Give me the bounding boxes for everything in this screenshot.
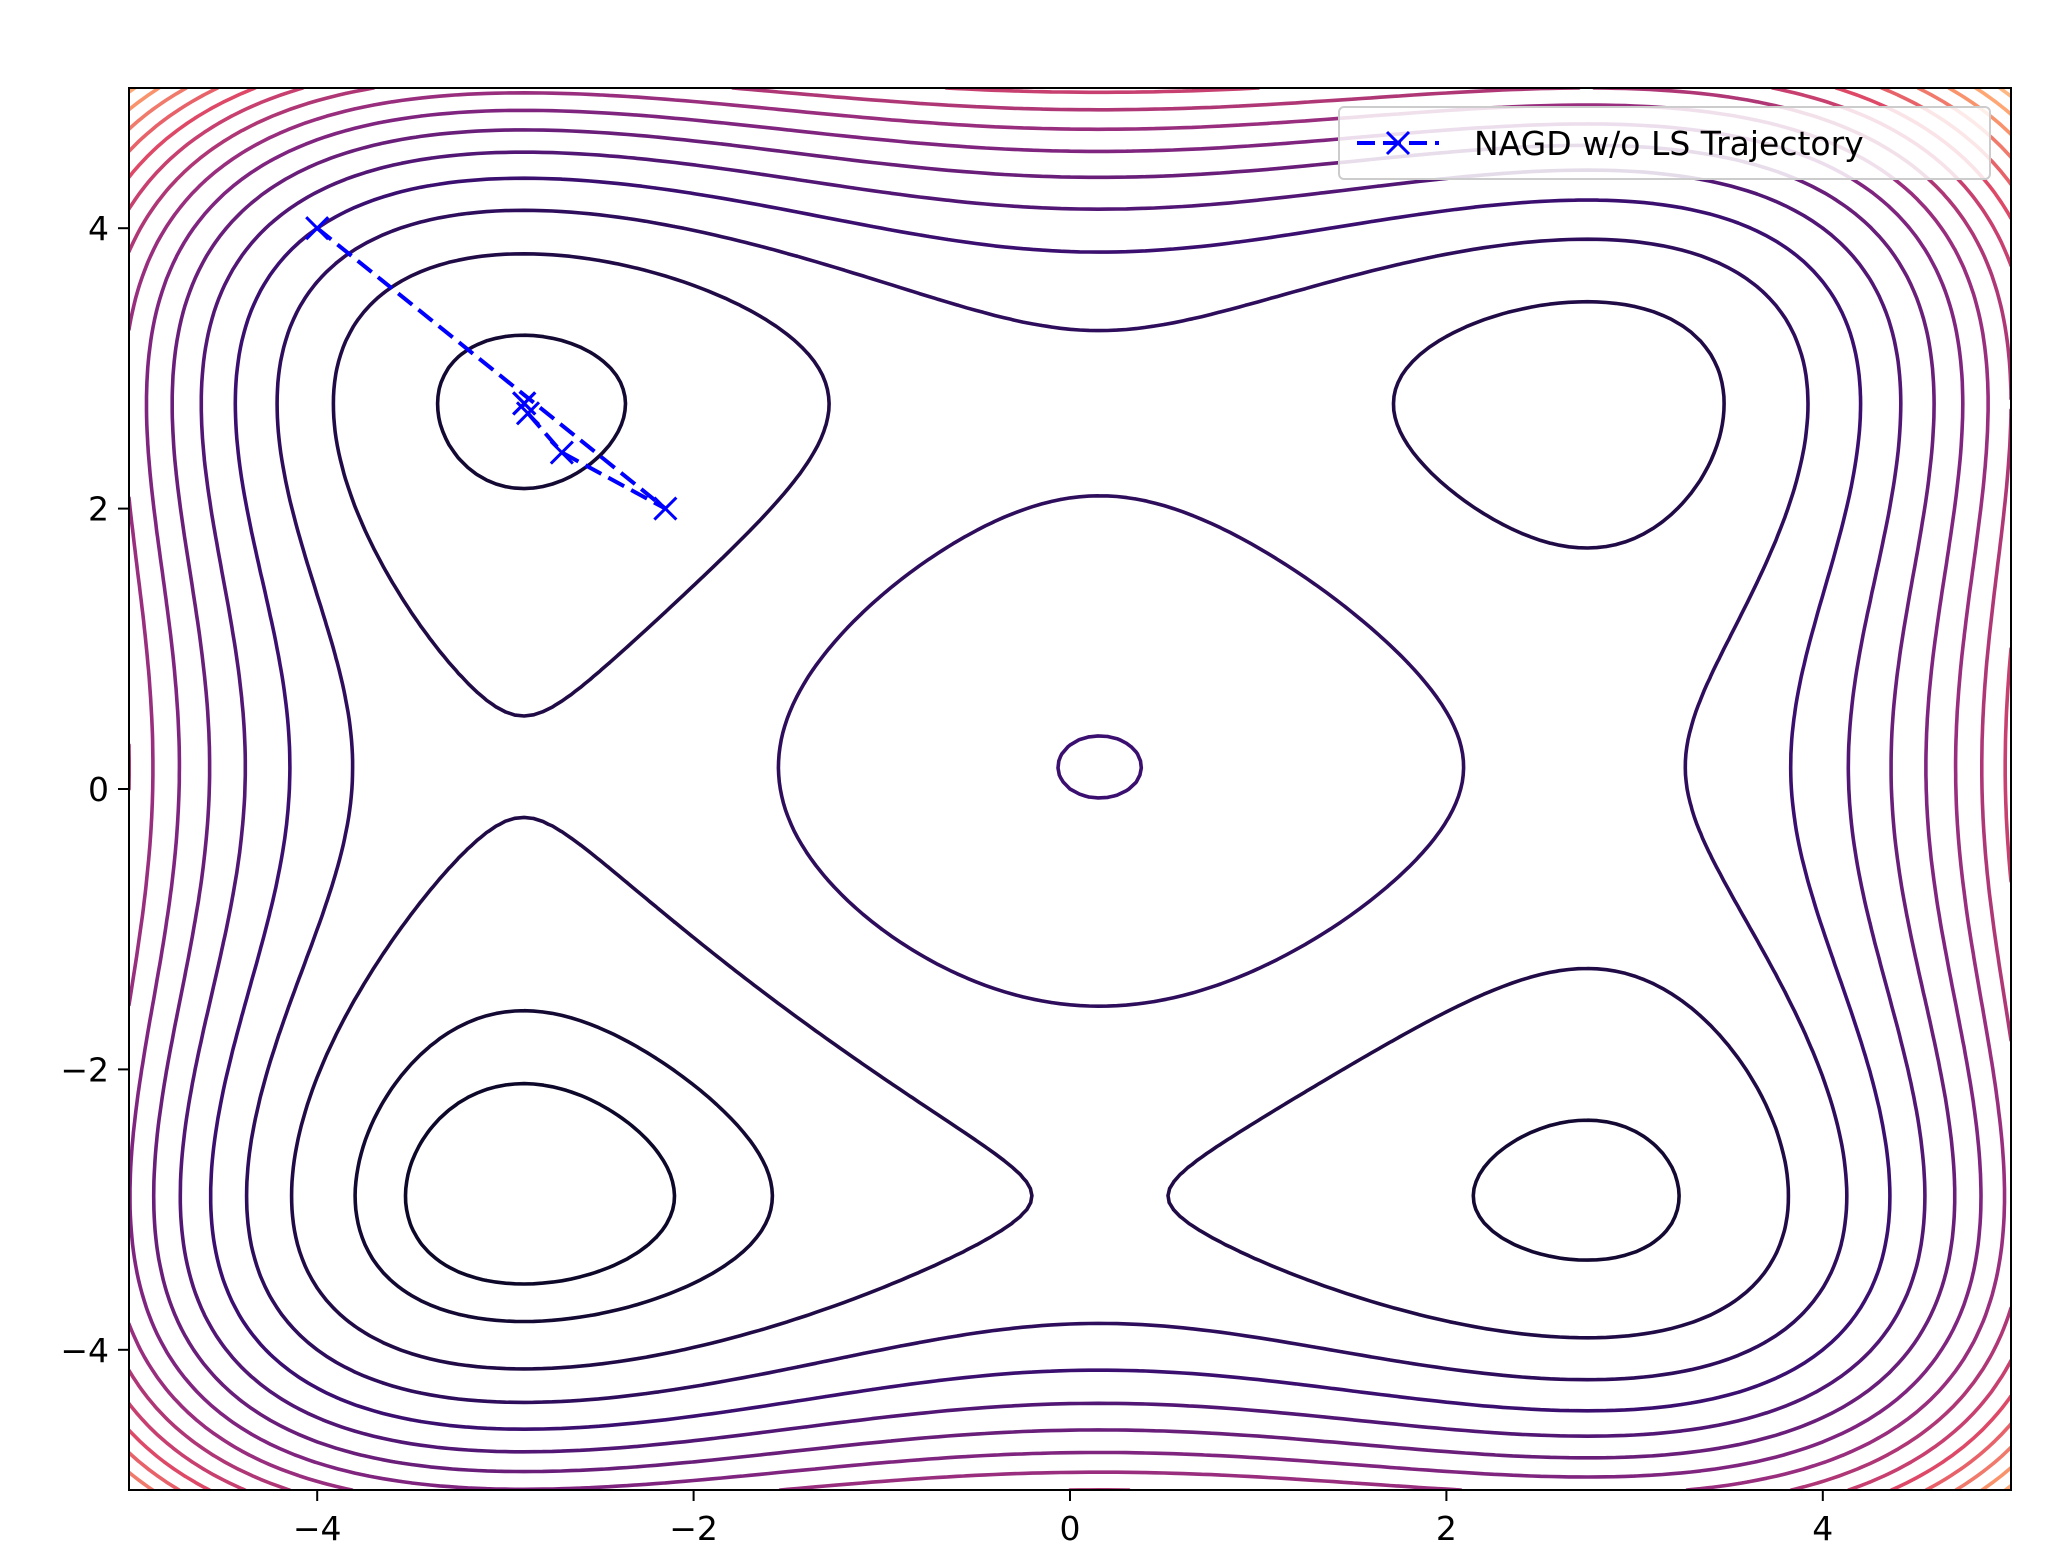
y-tick-label: −4 [60,1331,109,1370]
contour-level-1 [353,333,1681,1324]
contour-level-7 [129,108,1983,1490]
contour-level-10 [129,88,2011,1490]
legend-marker-x [1385,130,1411,156]
y-tick-label: 4 [88,209,109,248]
trajectory-series [305,216,678,521]
contour-level-5 [178,150,1927,1454]
trajectory-point-2 [549,440,574,465]
contour-level-15 [129,88,2011,1490]
x-tick-label: −4 [293,1509,342,1541]
x-tick-label: −2 [669,1509,718,1541]
contour-level-3 [244,208,1849,1405]
contour-level-4 [208,176,1892,1431]
y-axis: −4 −2 0 2 4 [60,209,129,1370]
x-tick-label: 0 [1060,1509,1081,1541]
contour-lines [129,88,2011,1490]
legend-marker-x-icon [1385,130,1411,156]
contour-level-16 [1998,88,2011,99]
y-tick-label: 2 [88,490,109,529]
legend-label: NAGD w/o LS Trajectory [1474,124,1864,163]
y-tick-label: −2 [60,1050,109,1089]
trajectory-point-0 [305,216,330,241]
y-tick-label: 0 [88,770,109,809]
contour-level-2 [289,252,1791,1371]
contour-level-6 [151,128,1957,1474]
x-tick-label: 4 [1812,1509,1833,1541]
x-axis: −4 −2 0 2 4 [293,1490,1833,1541]
legend: NAGD w/o LS Trajectory [1338,106,1991,180]
legend-box [1338,106,1991,180]
trajectory-point-1 [653,496,678,521]
trajectory-line [315,226,667,511]
x-tick-label: 2 [1436,1509,1457,1541]
contour-level-0 [403,1081,677,1286]
trajectory-point-6 [512,391,537,416]
